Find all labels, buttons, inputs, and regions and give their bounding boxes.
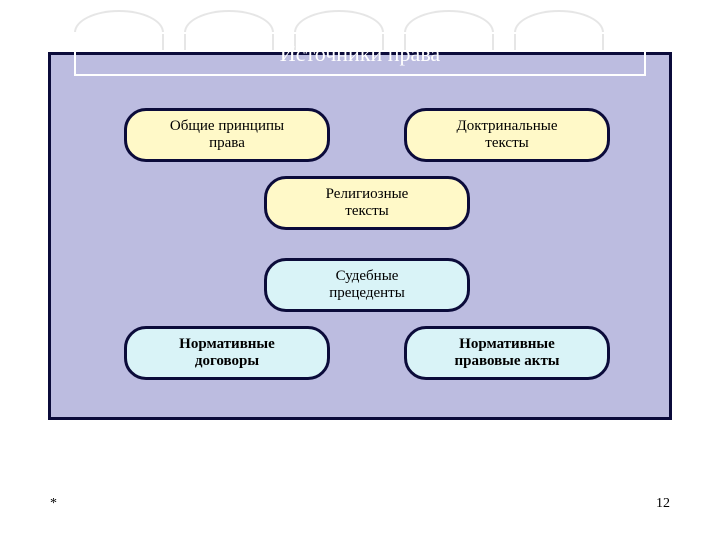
slide: Источники права Общие принципы права Докт… [0, 0, 720, 540]
node-doctrinal: Доктринальные тексты [404, 108, 610, 162]
node-treaties: Нормативные договоры [124, 326, 330, 380]
title-text: Источники права [280, 41, 440, 67]
node-religious: Религиозные тексты [264, 176, 470, 230]
footer-left: * [50, 496, 57, 512]
node-principles: Общие принципы права [124, 108, 330, 162]
title-box: Источники права [74, 32, 646, 76]
footer-right: 12 [656, 496, 670, 512]
node-precedent: Судебные прецеденты [264, 258, 470, 312]
node-acts: Нормативные правовые акты [404, 326, 610, 380]
